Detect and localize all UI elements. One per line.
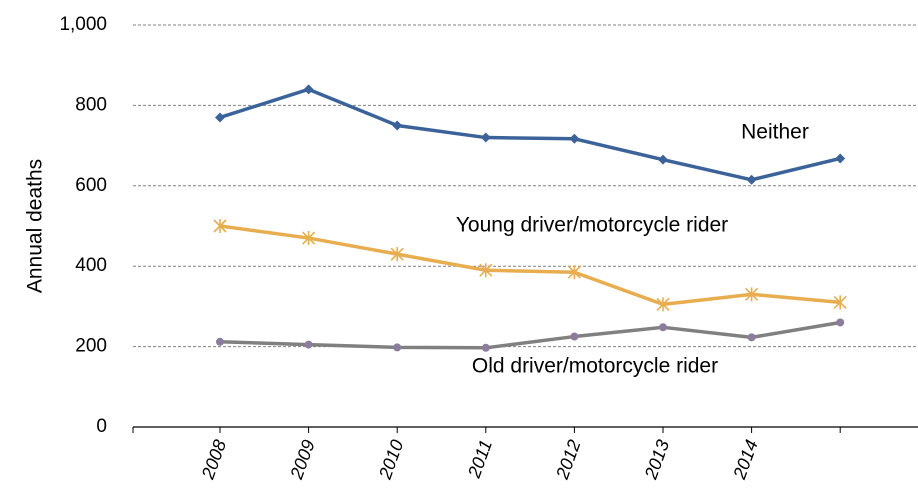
series-label: Old driver/motorcycle rider (472, 355, 718, 378)
x-tick-label: 2011 (464, 437, 496, 481)
marker (392, 120, 403, 131)
marker (390, 247, 404, 262)
marker (304, 340, 313, 349)
marker (480, 132, 491, 143)
marker (393, 343, 402, 352)
series-line (219, 87, 841, 182)
series-label: Young driver/motorcycle rider (456, 214, 728, 237)
y-tick-label: 600 (75, 175, 107, 196)
marker (836, 318, 845, 327)
series-label: Neither (741, 121, 809, 144)
series-line (219, 320, 841, 350)
marker (216, 337, 224, 346)
marker (303, 84, 314, 95)
x-tick-label: 2008 (197, 437, 230, 482)
y-tick-label: 400 (75, 255, 107, 276)
y-axis-label: Annual deaths (24, 159, 47, 293)
marker (658, 154, 668, 165)
marker (569, 133, 580, 144)
y-tick-label: 200 (75, 336, 107, 357)
x-tick-label: 2014 (729, 437, 762, 482)
marker (745, 287, 759, 302)
marker (215, 112, 225, 123)
marker (833, 295, 847, 310)
marker (659, 323, 667, 332)
marker (567, 265, 581, 280)
y-tick-label: 800 (75, 94, 107, 115)
x-tick-label: 2012 (552, 437, 585, 482)
y-tick-label: 0 (96, 416, 107, 437)
marker (213, 219, 227, 233)
x-tick-label: 2009 (286, 437, 319, 482)
marker (746, 174, 757, 185)
marker (302, 231, 316, 246)
marker (481, 343, 490, 352)
y-tick-label: 1,000 (59, 14, 107, 35)
marker (656, 297, 670, 312)
marker (479, 263, 493, 278)
marker (835, 153, 846, 164)
x-tick-label: 2013 (640, 437, 673, 482)
x-tick-label: 2010 (375, 437, 408, 482)
marker (747, 333, 756, 342)
series-line (219, 224, 841, 307)
marker (570, 332, 579, 341)
